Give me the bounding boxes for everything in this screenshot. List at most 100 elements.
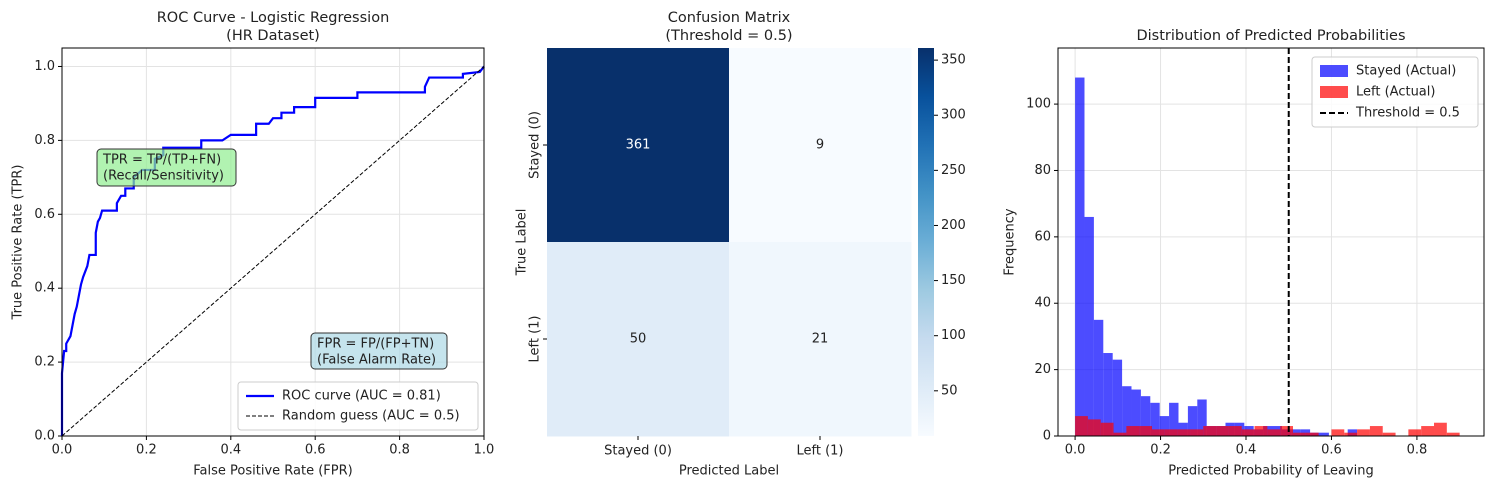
colorbar-tick-label: 250	[941, 163, 966, 178]
legend-label: Stayed (Actual)	[1356, 64, 1456, 79]
histogram-bar	[1319, 432, 1329, 436]
histogram-bar	[1254, 426, 1268, 436]
colorbar-tick-label: 200	[941, 218, 966, 233]
histogram-bar	[1331, 429, 1345, 436]
chart-title: (HR Dataset)	[226, 28, 320, 44]
roc-line	[61, 66, 485, 437]
chart-title: ROC Curve - Logistic Regression	[157, 10, 390, 26]
histogram-bar	[1075, 416, 1088, 436]
y-tick-label: 0.4	[34, 281, 55, 296]
histogram-bar	[1112, 359, 1123, 436]
x-tick-label: 0.0	[52, 443, 73, 458]
histogram-bar	[1305, 432, 1319, 436]
x-tick-label: 0.4	[220, 443, 241, 458]
cell-label: 21	[812, 332, 829, 347]
cell-label: 50	[630, 332, 647, 347]
x-tick-label: 0.0	[1065, 443, 1086, 458]
histogram-bar	[1100, 422, 1114, 436]
cell-label: 361	[626, 138, 651, 153]
legend-label: Random guess (AUC = 0.5)	[282, 409, 460, 424]
colorbar	[918, 48, 934, 436]
histogram-bar	[1291, 429, 1301, 436]
annotation-text: FPR = FP/(FP+TN)	[317, 337, 434, 352]
y-tick-label: 0.6	[34, 207, 55, 222]
histogram-bar	[1300, 429, 1311, 436]
x-tick-label: 0.6	[1321, 443, 1342, 458]
histogram-bar	[1382, 432, 1396, 436]
colorbar-tick-label: 100	[941, 328, 966, 343]
histogram-bar	[1203, 426, 1217, 436]
histogram-bar	[1150, 402, 1160, 436]
histogram-bar	[1177, 429, 1191, 436]
legend-box	[237, 381, 479, 431]
annotation-box	[310, 332, 448, 370]
y-tick-label: 60	[1034, 229, 1051, 244]
histogram-bar	[1152, 429, 1165, 436]
histogram-bar	[1357, 429, 1370, 436]
histogram-bar	[1216, 426, 1229, 436]
histogram-bar	[1190, 429, 1204, 436]
histogram-bar	[1084, 216, 1094, 436]
heatmap-cell	[547, 48, 730, 243]
axes-frame	[1057, 47, 1485, 437]
y-tick-label: 0.0	[34, 429, 55, 444]
histogram-bar	[1228, 426, 1242, 436]
colorbar-tick-label: 50	[941, 383, 958, 398]
y-axis-label: True Label	[515, 209, 530, 277]
histogram-bar	[1197, 399, 1207, 436]
histogram-bar	[1293, 432, 1306, 436]
cell-label: 9	[816, 138, 824, 153]
chart-title: Distribution of Predicted Probabilities	[1136, 28, 1405, 44]
x-tick-label: 1.0	[474, 443, 495, 458]
histogram-bar	[1347, 429, 1358, 436]
x-tick-label: 0.2	[136, 443, 157, 458]
y-tick-label: 80	[1034, 163, 1051, 178]
colorbar-tick-label: 350	[941, 53, 966, 68]
histogram-bar	[1241, 429, 1255, 436]
legend-box	[1311, 56, 1479, 128]
axes-frame	[61, 47, 485, 437]
legend-swatch	[1320, 86, 1348, 98]
y-tick-label: 20	[1034, 362, 1051, 377]
histogram-bar	[1126, 426, 1140, 436]
histogram-bar	[1169, 402, 1179, 436]
histogram-bar	[1103, 353, 1113, 436]
colorbar-tick-label: 150	[941, 273, 966, 288]
x-tick-label: 0.6	[305, 443, 326, 458]
chart-title: Confusion Matrix	[668, 10, 791, 26]
annotation-text: TPR = TP/(TP+FN)	[102, 153, 221, 168]
heatmap-cell	[547, 242, 730, 437]
histogram-bar	[1131, 389, 1141, 436]
histogram-bar	[1087, 419, 1101, 436]
histogram-bar	[1113, 432, 1127, 436]
y-tick-label: 0.2	[34, 355, 55, 370]
y-axis-label: True Positive Rate (TPR)	[11, 165, 26, 321]
colorbar-tick-label: 300	[941, 108, 966, 123]
annotation-text: (False Alarm Rate)	[317, 353, 436, 368]
x-tick-label: 0.8	[389, 443, 410, 458]
histogram-bar	[1446, 432, 1460, 436]
histogram-bar	[1421, 426, 1435, 436]
histogram-bar	[1159, 416, 1170, 436]
annotation-text: (Recall/Sensitivity)	[103, 169, 224, 184]
legend-label: Threshold = 0.5	[1355, 106, 1460, 121]
heatmap-cell	[729, 242, 912, 437]
y-tick-label: Left (1)	[528, 315, 543, 362]
histogram-bar	[1369, 426, 1383, 436]
histogram-bar	[1434, 422, 1447, 436]
y-tick-label: 1.0	[34, 59, 55, 74]
histogram-bar	[1164, 429, 1178, 436]
annotation-box	[96, 148, 237, 187]
legend-label: Left (Actual)	[1356, 85, 1435, 100]
x-tick-label: 0.2	[1150, 443, 1171, 458]
histogram-bar	[1408, 429, 1422, 436]
y-axis-label: Frequency	[1003, 208, 1018, 275]
x-tick-label: 0.4	[1236, 443, 1257, 458]
histogram-bar	[1267, 429, 1281, 436]
x-axis-label: Predicted Label	[679, 464, 779, 479]
histogram-bar	[1187, 406, 1198, 436]
x-axis-label: Predicted Probability of Leaving	[1168, 464, 1373, 479]
y-tick-label: 100	[1026, 97, 1051, 112]
y-tick-label: 40	[1034, 296, 1051, 311]
